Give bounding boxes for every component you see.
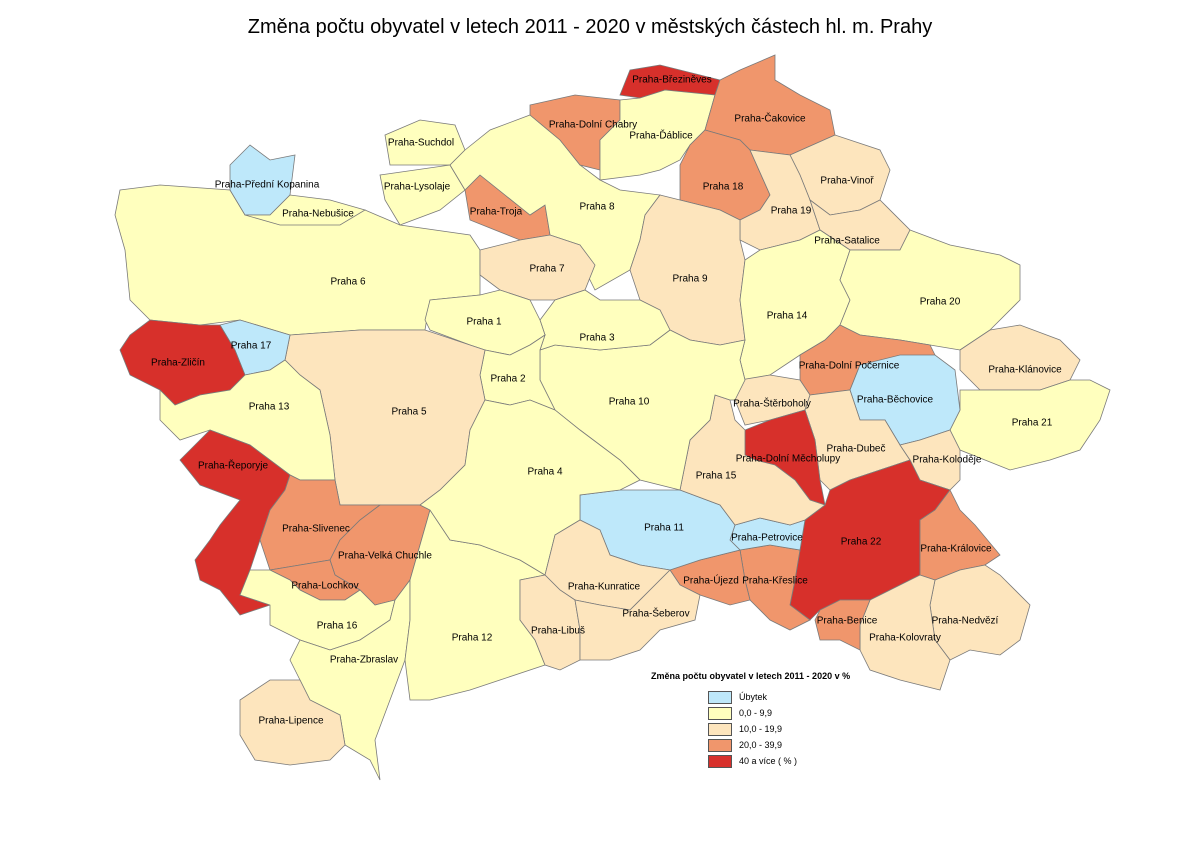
- district-label: Praha-Vinoř: [820, 176, 874, 187]
- district-label: Praha-Klánovice: [988, 365, 1062, 376]
- legend-item-c40: 40 a více ( % ): [708, 753, 850, 769]
- legend-item-c0: 0,0 - 9,9: [708, 705, 850, 721]
- district-label: Praha 3: [579, 333, 614, 344]
- district-label: Praha-Lysolaje: [384, 182, 451, 193]
- district-label: Praha-Lipence: [258, 716, 323, 727]
- legend: Změna počtu obyvatel v letech 2011 - 202…: [651, 671, 850, 769]
- legend-swatch: [708, 738, 732, 752]
- district-label: Praha-Nebušice: [282, 209, 354, 220]
- district-label: Praha 15: [696, 471, 737, 482]
- legend-label: 10,0 - 19,9: [739, 724, 783, 734]
- district-praha-13: [159, 359, 336, 481]
- district-label: Praha-Velká Chuchle: [338, 551, 432, 562]
- district-label: Praha 11: [644, 523, 684, 534]
- legend-item-c10: 10,0 - 19,9: [708, 721, 850, 737]
- district-label: Praha 21: [1012, 418, 1053, 429]
- district-label: Praha-Křeslice: [742, 576, 808, 587]
- district-label: Praha 2: [490, 374, 525, 385]
- district-label: Praha-Dolní Chabry: [549, 120, 637, 131]
- district-label: Praha-Slivenec: [282, 524, 350, 535]
- district-label: Praha-Dubeč: [827, 444, 886, 455]
- district-label: Praha-Koloděje: [913, 455, 982, 466]
- district-label: Praha 5: [391, 407, 426, 418]
- district-label: Praha-Ďáblice: [629, 129, 693, 142]
- district-label: Praha 14: [767, 311, 808, 322]
- district-label: Praha 18: [703, 182, 744, 193]
- district-label: Praha-Dolní Měcholupy: [736, 454, 841, 465]
- district-label: Praha-Královice: [920, 544, 992, 555]
- district-praha-nebusice: [244, 194, 366, 226]
- district-label: Praha 12: [452, 633, 493, 644]
- district-label: Praha-Petrovice: [731, 533, 803, 544]
- legend-title: Změna počtu obyvatel v letech 2011 - 202…: [651, 671, 851, 681]
- district-label: Praha-Zbraslav: [330, 655, 398, 666]
- district-label: Praha 9: [672, 274, 707, 285]
- district-label: Praha-Štěrboholy: [733, 397, 811, 410]
- legend-label: 40 a více ( % ): [739, 756, 798, 766]
- district-label: Praha-Troja: [470, 207, 523, 218]
- district-label: Praha 22: [841, 537, 882, 548]
- map-title: Změna počtu obyvatel v letech 2011 - 202…: [247, 16, 933, 38]
- district-label: Praha-Dolní Počernice: [799, 361, 900, 372]
- district-label: Praha 8: [579, 202, 614, 213]
- district-label: Praha 19: [771, 206, 812, 217]
- legend-swatch: [708, 706, 732, 720]
- district-label: Praha-Březiněves: [632, 75, 711, 86]
- legend-swatch: [708, 690, 732, 704]
- district-label: Praha-Šeberov: [622, 607, 689, 620]
- district-label: Praha-Benice: [817, 616, 878, 627]
- district-label: Praha-Libuš: [531, 626, 585, 637]
- district-praha-nedvezi: [929, 564, 1031, 661]
- district-label: Praha-Lochkov: [291, 581, 358, 592]
- district-label: Praha-Zličín: [151, 358, 205, 369]
- district-label: Praha-Kunratice: [568, 582, 641, 593]
- district-label: Praha-Nedvězí: [932, 616, 999, 627]
- district-praha-benice: [814, 599, 871, 651]
- legend-label: 0,0 - 9,9: [739, 708, 773, 718]
- legend-swatch: [708, 722, 732, 736]
- district-label: Praha 16: [317, 621, 358, 632]
- district-label: Praha-Čakovice: [734, 112, 806, 125]
- district-label: Praha 1: [466, 317, 501, 328]
- district-label: Praha 7: [529, 264, 564, 275]
- district-praha-4: [419, 399, 641, 576]
- legend-label: Úbytek: [739, 692, 768, 702]
- legend-label: 20,0 - 39,9: [739, 740, 783, 750]
- district-label: Praha-Suchdol: [388, 138, 454, 149]
- district-label: Praha 6: [330, 277, 365, 288]
- district-label: Praha-Přední Kopanina: [215, 180, 320, 191]
- district-label: Praha 4: [527, 467, 562, 478]
- legend-swatch: [708, 754, 732, 768]
- district-label: Praha-Řeporyje: [198, 459, 268, 472]
- district-praha-seberov: [574, 569, 701, 661]
- district-label: Praha 20: [920, 297, 961, 308]
- district-praha-lysolaje: [379, 164, 466, 226]
- legend-item-decline: Úbytek: [708, 689, 850, 705]
- district-praha-dablice: [599, 89, 716, 181]
- district-label: Praha-Běchovice: [857, 395, 934, 406]
- district-label: Praha-Újezd: [683, 574, 739, 587]
- district-label: Praha 13: [249, 402, 290, 413]
- district-label: Praha-Satalice: [814, 236, 880, 247]
- district-praha-lipence: [239, 679, 346, 766]
- district-label: Praha-Kolovraty: [869, 633, 941, 644]
- legend-item-c20: 20,0 - 39,9: [708, 737, 850, 753]
- district-label: Praha 10: [609, 397, 650, 408]
- district-label: Praha 17: [231, 341, 272, 352]
